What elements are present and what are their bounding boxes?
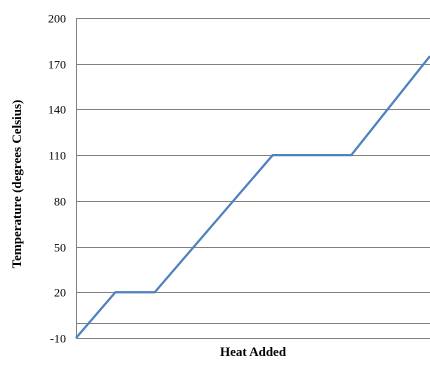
y-tick-label: 170	[48, 58, 66, 72]
y-tick-label: 200	[48, 12, 66, 26]
x-axis-title: Heat Added	[220, 344, 287, 359]
y-tick-label: 140	[48, 103, 66, 117]
y-tick-label: -10	[50, 332, 66, 346]
y-axis-title: Temperature (degrees Celsius)	[9, 100, 24, 269]
y-tick-labels: -10 20 50 80 110 140 170 200	[48, 12, 66, 346]
axes	[76, 18, 430, 338]
series-line-0	[75, 55, 430, 339]
series-layer	[75, 55, 430, 339]
y-tick-label: 80	[54, 195, 66, 209]
y-tick-label: 20	[54, 286, 66, 300]
y-tick-label: 50	[54, 241, 66, 255]
y-tick-label: 110	[48, 149, 66, 163]
